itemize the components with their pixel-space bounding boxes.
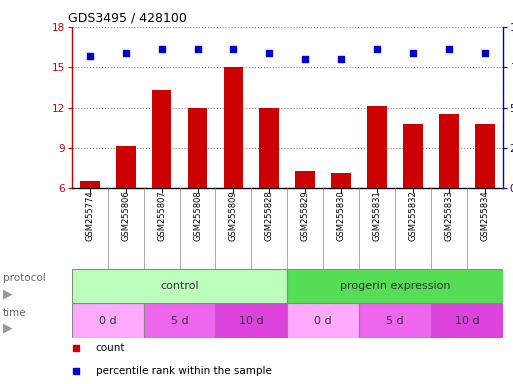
Bar	[367, 106, 387, 188]
Point	[72, 368, 80, 374]
Bar	[403, 124, 423, 188]
Text: protocol: protocol	[3, 273, 45, 283]
Bar	[72, 303, 144, 338]
Point	[481, 50, 489, 56]
Bar	[215, 303, 287, 338]
Text: ▶: ▶	[3, 287, 12, 300]
Bar	[224, 67, 243, 188]
Text: progerin expression: progerin expression	[340, 281, 450, 291]
Text: 10 d: 10 d	[239, 316, 264, 326]
Text: GSM255808: GSM255808	[193, 190, 202, 241]
Bar	[295, 170, 315, 188]
Point	[265, 50, 273, 56]
Point	[86, 53, 94, 59]
Text: percentile rank within the sample: percentile rank within the sample	[95, 366, 271, 376]
Text: ▶: ▶	[3, 322, 12, 335]
Point	[301, 56, 309, 62]
Point	[337, 56, 345, 62]
Text: GSM255807: GSM255807	[157, 190, 166, 241]
Point	[72, 345, 80, 351]
Bar	[431, 303, 503, 338]
Text: GSM255830: GSM255830	[337, 190, 346, 241]
Bar	[475, 124, 495, 188]
Text: 5 d: 5 d	[386, 316, 404, 326]
Bar	[72, 269, 287, 303]
Text: GSM255831: GSM255831	[372, 190, 382, 241]
Bar	[116, 147, 135, 188]
Text: GSM255832: GSM255832	[408, 190, 418, 241]
Text: GSM255833: GSM255833	[444, 190, 453, 242]
Text: GSM255834: GSM255834	[480, 190, 489, 241]
Text: 0 d: 0 d	[99, 316, 116, 326]
Bar	[144, 303, 215, 338]
Text: GDS3495 / 428100: GDS3495 / 428100	[68, 11, 186, 24]
Bar	[331, 174, 351, 188]
Point	[409, 50, 417, 56]
Bar	[80, 182, 100, 188]
Text: 0 d: 0 d	[314, 316, 332, 326]
Text: 10 d: 10 d	[455, 316, 479, 326]
Bar	[188, 108, 207, 188]
Text: count: count	[95, 343, 125, 353]
Point	[229, 46, 238, 53]
Bar	[260, 108, 279, 188]
Bar	[359, 303, 431, 338]
Bar	[287, 303, 359, 338]
Text: time: time	[3, 308, 26, 318]
Bar	[152, 90, 171, 188]
Text: GSM255809: GSM255809	[229, 190, 238, 241]
Text: GSM255774: GSM255774	[85, 190, 94, 241]
Point	[157, 46, 166, 53]
Text: GSM255806: GSM255806	[121, 190, 130, 241]
Text: GSM255828: GSM255828	[265, 190, 274, 241]
Bar	[287, 269, 503, 303]
Point	[122, 50, 130, 56]
Bar	[439, 114, 459, 188]
Text: GSM255829: GSM255829	[301, 190, 310, 241]
Point	[193, 46, 202, 53]
Text: control: control	[160, 281, 199, 291]
Text: 5 d: 5 d	[171, 316, 188, 326]
Point	[445, 46, 453, 53]
Point	[373, 46, 381, 53]
